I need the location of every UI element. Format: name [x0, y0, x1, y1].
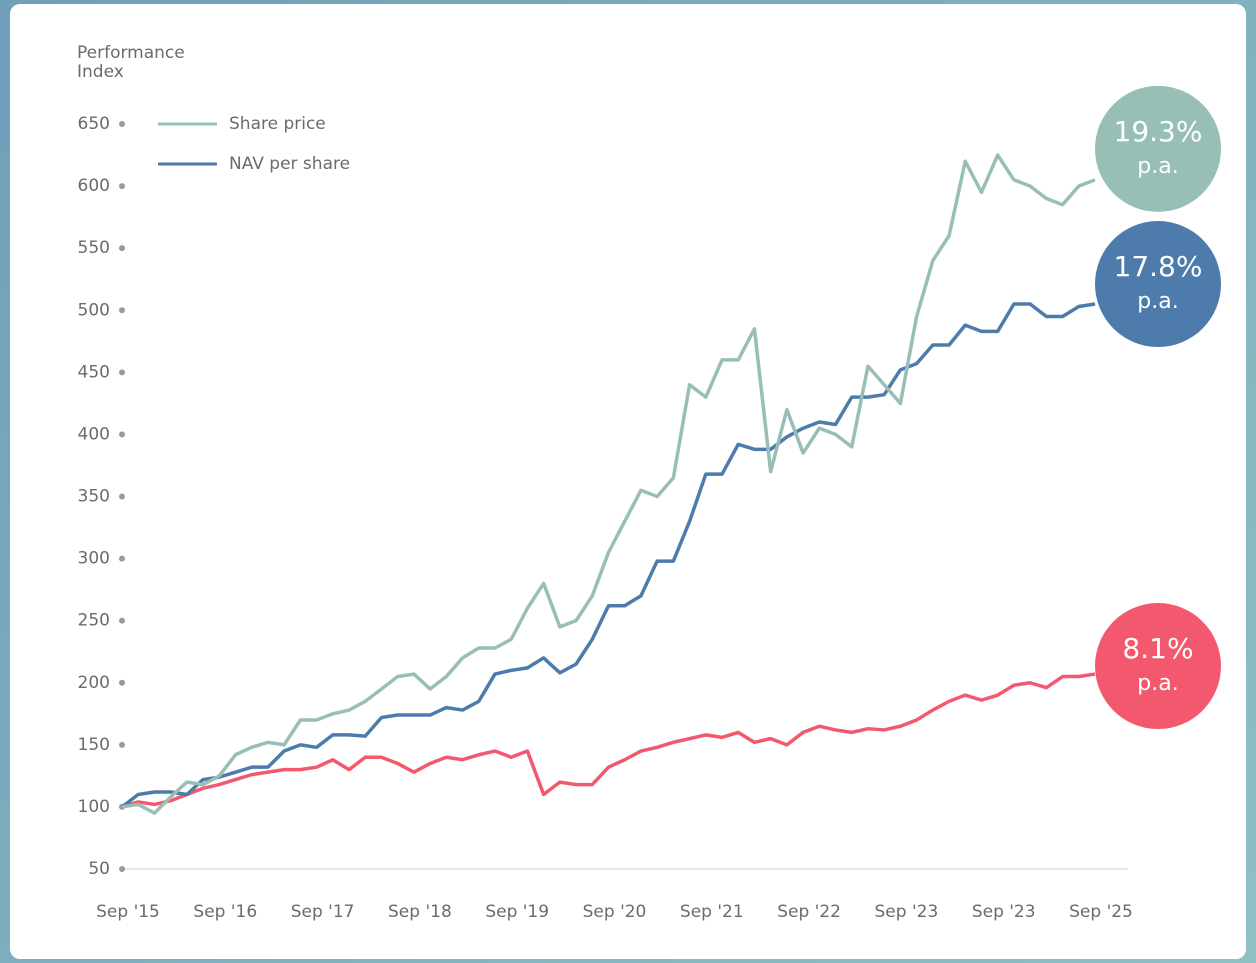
y-tick-label: 350: [78, 487, 110, 507]
y-axis-title: Index: [77, 62, 124, 82]
y-tick-label: 600: [78, 176, 110, 196]
y-tick-label: 100: [78, 797, 110, 817]
y-tick-dot: [119, 245, 125, 252]
y-tick-dot: [119, 369, 125, 376]
return-badge: [1095, 85, 1221, 212]
x-tick-label: Sep '21: [680, 902, 744, 922]
x-tick-label: Sep '17: [291, 902, 355, 922]
return-badge: [1095, 221, 1221, 348]
badge-unit: p.a.: [1137, 671, 1178, 696]
y-tick-label: 550: [78, 238, 110, 258]
badge-unit: p.a.: [1137, 289, 1178, 314]
y-axis-title: Performance: [77, 43, 185, 63]
badge-value: 17.8%: [1114, 250, 1203, 283]
series-line: [121, 672, 1096, 809]
x-tick-label: Sep '19: [485, 902, 549, 922]
x-tick-label: Sep '25: [1069, 902, 1133, 922]
y-tick-dot: [119, 307, 125, 314]
return-badge: [1095, 603, 1221, 730]
x-tick-label: Sep '18: [388, 902, 452, 922]
x-tick-label: Sep '23: [875, 902, 939, 922]
x-tick-label: Sep '22: [777, 902, 841, 922]
y-tick-dot: [119, 555, 125, 562]
badge-value: 8.1%: [1122, 632, 1193, 665]
x-tick-label: Sep '20: [583, 902, 647, 922]
x-tick-label: Sep '16: [193, 902, 257, 922]
x-tick-label: Sep '23: [972, 902, 1036, 922]
y-tick-label: 400: [78, 424, 110, 444]
y-tick-label: 200: [78, 673, 110, 693]
y-tick-label: 650: [78, 114, 110, 134]
y-tick-dot: [119, 431, 125, 438]
badge-unit: p.a.: [1137, 154, 1178, 179]
y-tick-label: 450: [78, 362, 110, 382]
y-tick-dot: [119, 183, 125, 190]
y-tick-dot: [119, 741, 125, 748]
badge-value: 19.3%: [1114, 115, 1203, 148]
y-tick-label: 50: [88, 859, 110, 879]
y-tick-label: 500: [78, 300, 110, 320]
y-tick-dot: [119, 617, 125, 624]
y-tick-dot: [119, 493, 125, 500]
y-tick-dot: [119, 679, 125, 686]
y-tick-dot: [119, 866, 125, 872]
y-tick-label: 300: [78, 549, 110, 569]
y-tick-label: 250: [78, 611, 110, 631]
legend-label: NAV per share: [229, 154, 350, 174]
x-tick-label: Sep '15: [96, 902, 160, 922]
y-tick-label: 150: [78, 735, 110, 755]
legend-label: Share price: [229, 114, 326, 134]
panel: [10, 4, 1246, 959]
y-tick-dot: [119, 121, 125, 127]
series-line: [121, 153, 1096, 815]
series-line: [120, 302, 1096, 809]
